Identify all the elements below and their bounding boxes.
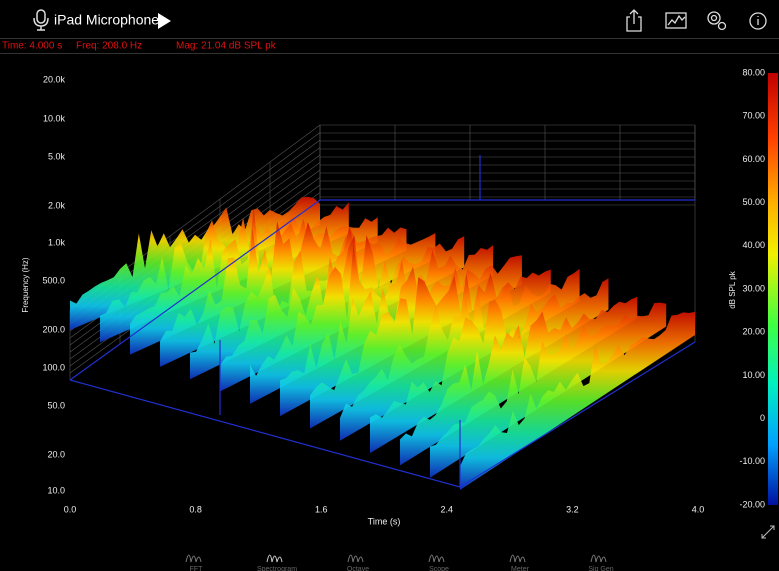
- app-screen: iPad Microphone Time: 4.000 s Freq: 208.…: [0, 0, 779, 571]
- status-freq: Freq: 208.0 Hz: [76, 41, 142, 52]
- x-tick-label: 1.6: [315, 504, 328, 514]
- y-tick-label: 50.0: [47, 400, 65, 410]
- colorbar-tick-label: -10.00: [739, 456, 765, 466]
- y-tick-label: 20.0k: [43, 74, 66, 84]
- input-title[interactable]: iPad Microphone: [54, 12, 159, 28]
- y-tick-label: 2.0k: [48, 200, 66, 210]
- colorbar-tick-label: 10.00: [742, 370, 765, 380]
- colorbar-tick-label: 80.00: [742, 67, 765, 77]
- x-tick-label: 3.2: [566, 504, 579, 514]
- colorbar-tick-label: 70.00: [742, 111, 765, 121]
- status-time: Time: 4.000 s: [2, 41, 62, 52]
- colorbar-tick-label: 30.00: [742, 283, 765, 293]
- surface: [70, 197, 695, 490]
- x-tick-label: 2.4: [441, 504, 454, 514]
- tab-icon[interactable]: [429, 555, 444, 562]
- x-tick-label: 0.8: [189, 504, 202, 514]
- tab-label[interactable]: Octave: [347, 566, 369, 571]
- colorbar-tick-label: 40.00: [742, 240, 765, 250]
- y-tick-label: 1.0k: [48, 237, 66, 247]
- expand-button[interactable]: [762, 526, 774, 538]
- x-axis-label: Time (s): [368, 516, 401, 526]
- tab-icon[interactable]: [186, 555, 201, 562]
- tab-label[interactable]: Scope: [429, 566, 449, 571]
- tab-bar: FFT Spectrogram Octave Scope Meter Sig Gen: [186, 555, 614, 571]
- tab-label[interactable]: Meter: [511, 566, 530, 571]
- x-tick-label: 0.0: [64, 504, 77, 514]
- colorbar-tick-label: 0: [760, 413, 765, 423]
- y-tick-label: 20.0: [47, 449, 65, 459]
- tab-icon[interactable]: [510, 555, 525, 562]
- tab-icon[interactable]: [591, 555, 606, 562]
- colorbar: [768, 73, 778, 505]
- colorbar-tick-label: -20.00: [739, 499, 765, 509]
- tab-label[interactable]: Sig Gen: [588, 566, 613, 571]
- colorbar-tick-label: 20.00: [742, 327, 765, 337]
- y-tick-label: 200.0: [42, 324, 65, 334]
- y-tick-label: 10.0k: [43, 113, 66, 123]
- colorbar-tick-label: 50.00: [742, 197, 765, 207]
- colorbar-label: dB SPL pk: [728, 270, 737, 309]
- spectrogram-3d[interactable]: [70, 125, 695, 490]
- y-tick-label: 100.0: [42, 362, 65, 372]
- y-tick-label: 5.0k: [48, 151, 66, 161]
- tab-label[interactable]: FFT: [190, 566, 204, 571]
- tab-label[interactable]: Spectrogram: [257, 566, 297, 571]
- x-tick-label: 4.0: [692, 504, 705, 514]
- colorbar-tick-label: 60.00: [742, 154, 765, 164]
- y-tick-label: 500.0: [42, 275, 65, 285]
- tab-icon[interactable]: [348, 555, 363, 562]
- y-tick-label: 10.0: [47, 485, 65, 495]
- y-axis-label: Frequency (Hz): [21, 257, 30, 312]
- tab-icon[interactable]: [267, 555, 282, 562]
- status-mag: Mag: 21.04 dB SPL pk: [176, 41, 277, 52]
